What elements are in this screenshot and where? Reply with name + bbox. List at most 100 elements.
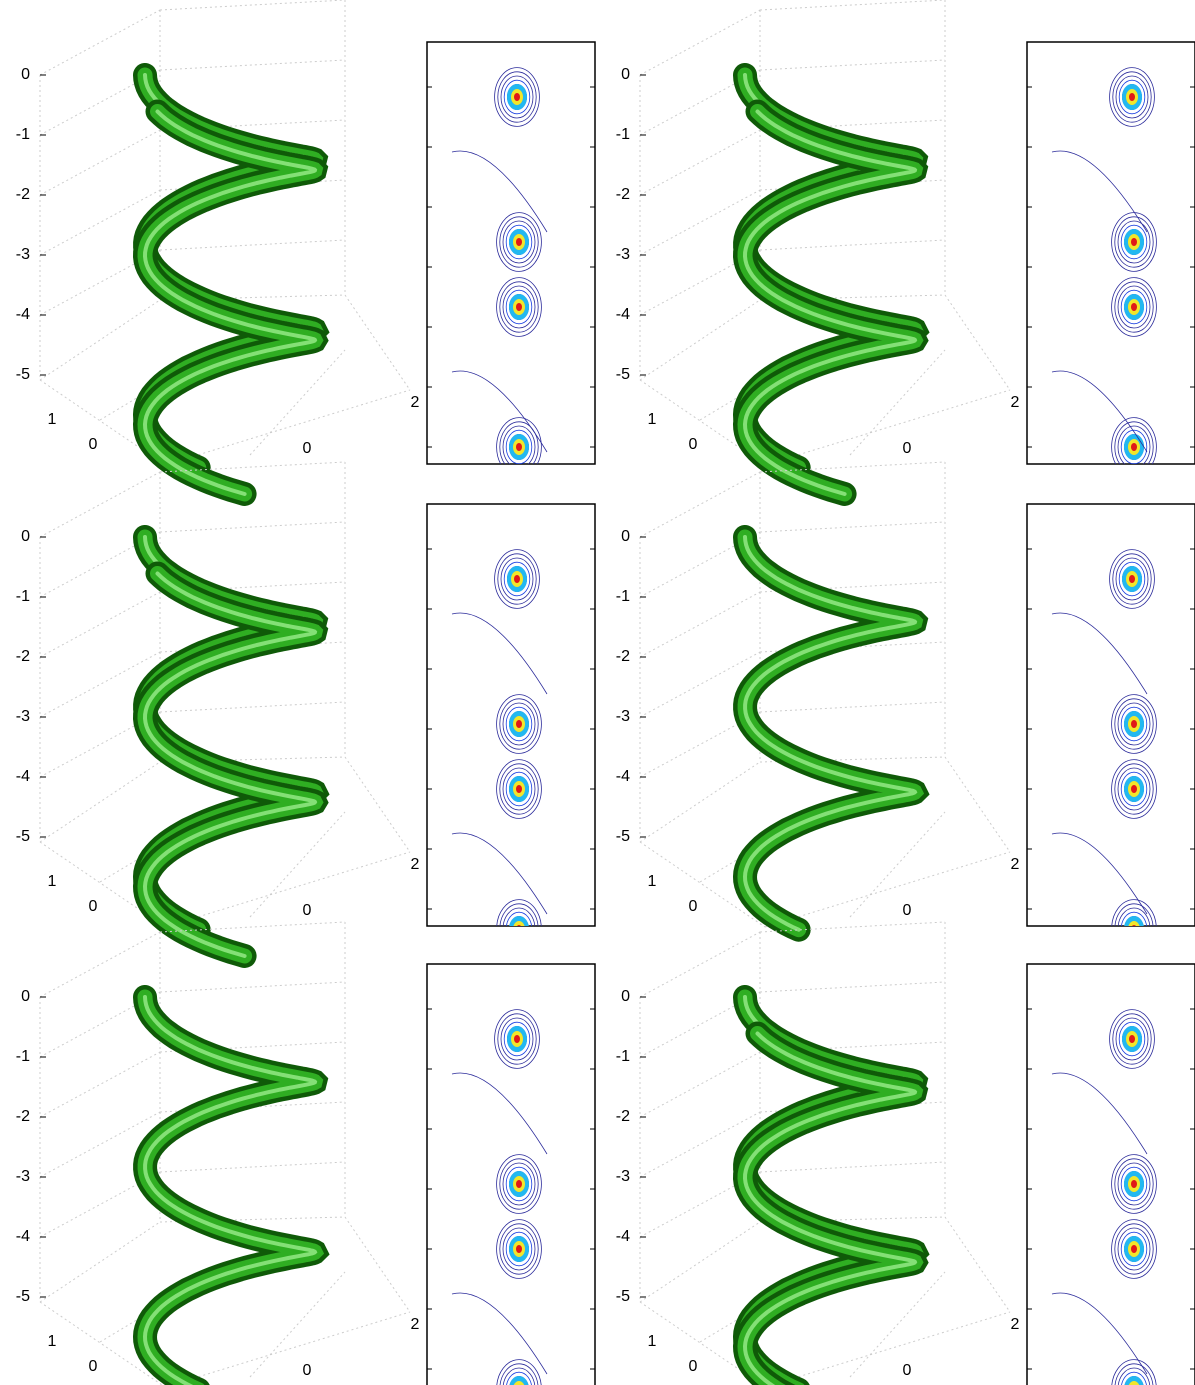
contour-fill xyxy=(1129,1035,1135,1043)
grid-line xyxy=(40,300,160,380)
y-tick-label: 1 xyxy=(648,411,657,428)
contour-fill xyxy=(516,238,522,246)
grid-line xyxy=(945,757,1010,852)
grid-line xyxy=(765,390,1010,465)
z-tick-label: -5 xyxy=(16,1288,30,1305)
y-tick-label: 1 xyxy=(648,873,657,890)
contour-fill xyxy=(1131,785,1137,793)
z-tick-label: 0 xyxy=(621,528,630,545)
grid-line xyxy=(345,757,410,852)
contour-fill xyxy=(1131,238,1137,246)
z-tick-label: -2 xyxy=(16,186,30,203)
grid-line xyxy=(250,1272,345,1377)
z-tick-label: -1 xyxy=(616,1048,630,1065)
z-tick-label: -2 xyxy=(16,1108,30,1125)
contour-fill xyxy=(1124,916,1144,942)
contour-fill xyxy=(1128,921,1140,937)
grid-line xyxy=(160,702,345,712)
grid-line xyxy=(765,1312,1010,1385)
figure: 0-1-2-3-4-510020-1-2-3-4-510020-1-2-3-4-… xyxy=(0,0,1195,1385)
contour-fill xyxy=(1131,1180,1137,1188)
z-tick-label: -5 xyxy=(16,366,30,383)
contour-fill xyxy=(516,1245,522,1253)
grid-line xyxy=(165,390,410,465)
contour-fill xyxy=(1131,443,1137,451)
z-tick-label: -2 xyxy=(616,648,630,665)
grid-line xyxy=(40,762,160,842)
grid-line xyxy=(850,350,945,455)
y-tick-label: 0 xyxy=(89,898,98,915)
grid-line xyxy=(760,702,945,712)
contour-fill xyxy=(1129,93,1135,101)
contour-fill xyxy=(1131,720,1137,728)
z-tick-label: 0 xyxy=(21,988,30,1005)
grid-line xyxy=(760,982,945,992)
z-tick-label: -5 xyxy=(616,1288,630,1305)
contour-frame xyxy=(1027,42,1195,464)
grid-line xyxy=(640,592,760,657)
y-tick-label: 1 xyxy=(48,1333,57,1350)
x-tick-label: 2 xyxy=(1011,856,1020,873)
z-tick-label: -1 xyxy=(16,126,30,143)
y-tick-label: 1 xyxy=(648,1333,657,1350)
z-tick-label: -5 xyxy=(616,828,630,845)
contour-fill xyxy=(516,1180,522,1188)
grid-line xyxy=(160,240,345,250)
z-tick-label: -3 xyxy=(616,1168,630,1185)
x-tick-label: 0 xyxy=(303,1362,312,1379)
z-tick-label: -3 xyxy=(16,246,30,263)
contour-fill xyxy=(513,921,525,937)
z-tick-label: -3 xyxy=(16,708,30,725)
grid-line xyxy=(945,295,1010,390)
panel: 0-1-2-3-4-51002 xyxy=(616,922,1195,1385)
contour-frame xyxy=(427,504,595,926)
y-tick-label: 0 xyxy=(89,436,98,453)
x-tick-label: 0 xyxy=(303,902,312,919)
grid-line xyxy=(160,1162,345,1172)
contour-fill xyxy=(514,1035,520,1043)
y-tick-label: 0 xyxy=(689,898,698,915)
contour-fill xyxy=(509,916,529,942)
z-tick-label: -4 xyxy=(616,768,630,785)
contour-fill xyxy=(516,720,522,728)
panel: 0-1-2-3-4-51002 xyxy=(16,922,595,1385)
y-tick-label: 1 xyxy=(48,411,57,428)
y-tick-label: 0 xyxy=(89,1358,98,1375)
z-tick-label: -3 xyxy=(616,708,630,725)
grid-line xyxy=(250,350,345,455)
z-tick-label: 0 xyxy=(621,988,630,1005)
contour-fill xyxy=(514,575,520,583)
z-tick-label: -2 xyxy=(616,1108,630,1125)
grid-line xyxy=(760,1162,945,1172)
grid-line xyxy=(850,812,945,917)
grid-line xyxy=(760,60,945,70)
z-tick-label: 0 xyxy=(621,66,630,83)
contour-frame xyxy=(1027,964,1195,1385)
x-tick-label: 2 xyxy=(411,1316,420,1333)
page: 0-1-2-3-4-510020-1-2-3-4-510020-1-2-3-4-… xyxy=(0,0,1195,1385)
contour-fill xyxy=(1131,303,1137,311)
grid-line xyxy=(40,1052,160,1117)
panel: 0-1-2-3-4-51002 xyxy=(616,462,1195,958)
z-tick-label: -4 xyxy=(16,768,30,785)
grid-line xyxy=(250,812,345,917)
x-tick-label: 0 xyxy=(903,902,912,919)
x-tick-label: 0 xyxy=(303,440,312,457)
x-tick-label: 2 xyxy=(411,856,420,873)
z-tick-label: -3 xyxy=(16,1168,30,1185)
z-tick-label: 0 xyxy=(21,66,30,83)
grid-line xyxy=(160,522,345,532)
panel: 0-1-2-3-4-51002 xyxy=(616,0,1195,494)
x-tick-label: 2 xyxy=(1011,1316,1020,1333)
grid-line xyxy=(640,1052,760,1117)
grid-line xyxy=(345,295,410,390)
y-tick-label: 0 xyxy=(689,436,698,453)
x-tick-label: 2 xyxy=(411,394,420,411)
grid-line xyxy=(160,982,345,992)
z-tick-label: -5 xyxy=(616,366,630,383)
z-tick-label: -2 xyxy=(616,186,630,203)
z-tick-label: -3 xyxy=(616,246,630,263)
grid-line xyxy=(640,1222,760,1302)
